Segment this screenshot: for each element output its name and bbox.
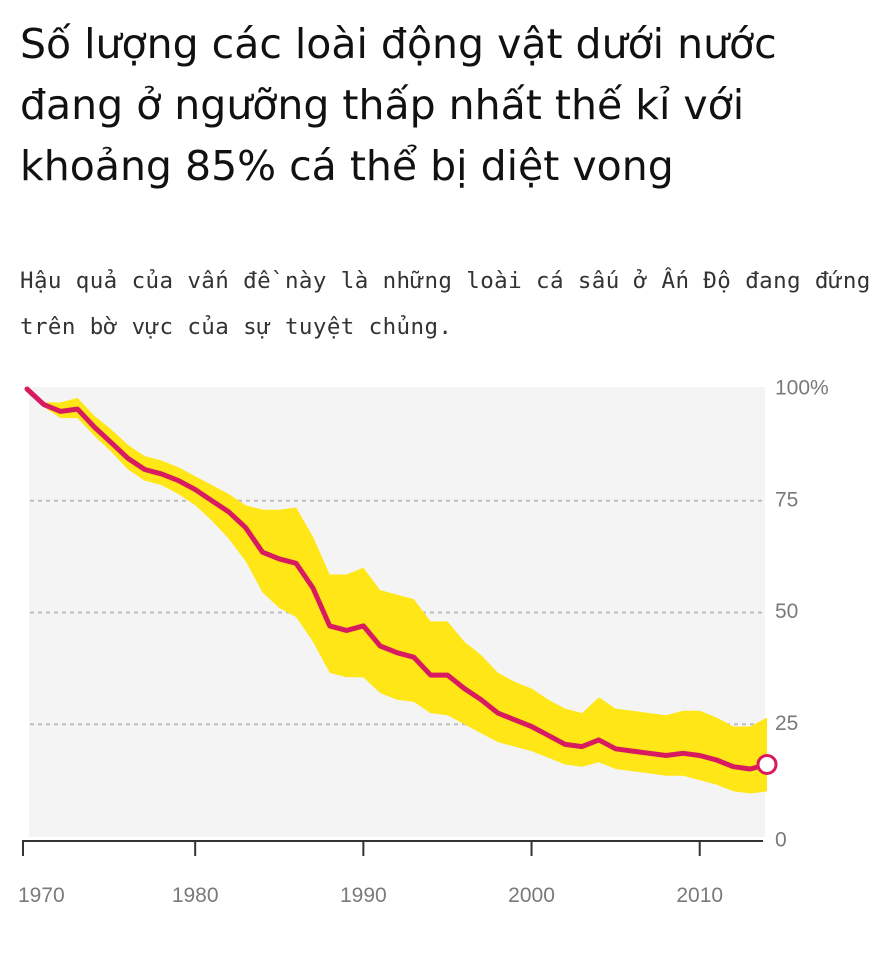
x-tick-label: 1990 bbox=[340, 884, 387, 907]
x-tick-label: 2000 bbox=[508, 884, 555, 907]
end-point-marker bbox=[756, 753, 778, 775]
y-tick-label: 100% bbox=[775, 377, 829, 400]
x-tick-label: 1970 bbox=[18, 884, 65, 907]
x-tick-label: 2010 bbox=[676, 884, 723, 907]
y-tick-label: 50 bbox=[775, 600, 798, 623]
y-tick-label: 75 bbox=[775, 488, 798, 511]
x-tick-label: 1980 bbox=[172, 884, 219, 907]
range-band bbox=[27, 389, 767, 794]
chart-title: Số lượng các loài động vật dưới nước đan… bbox=[20, 20, 777, 190]
y-tick-label: 0 bbox=[775, 829, 787, 852]
y-tick-label: 25 bbox=[775, 712, 798, 735]
chart-subtitle: Hậu quả của vấn đề này là những loài cá … bbox=[20, 268, 871, 340]
grid-lines bbox=[30, 499, 765, 726]
series-line bbox=[24, 386, 770, 772]
y-axis-ticks: 0 25 50 75 100% bbox=[775, 377, 829, 852]
x-axis-ticks: 1970 1980 1990 2000 2010 bbox=[18, 841, 723, 907]
